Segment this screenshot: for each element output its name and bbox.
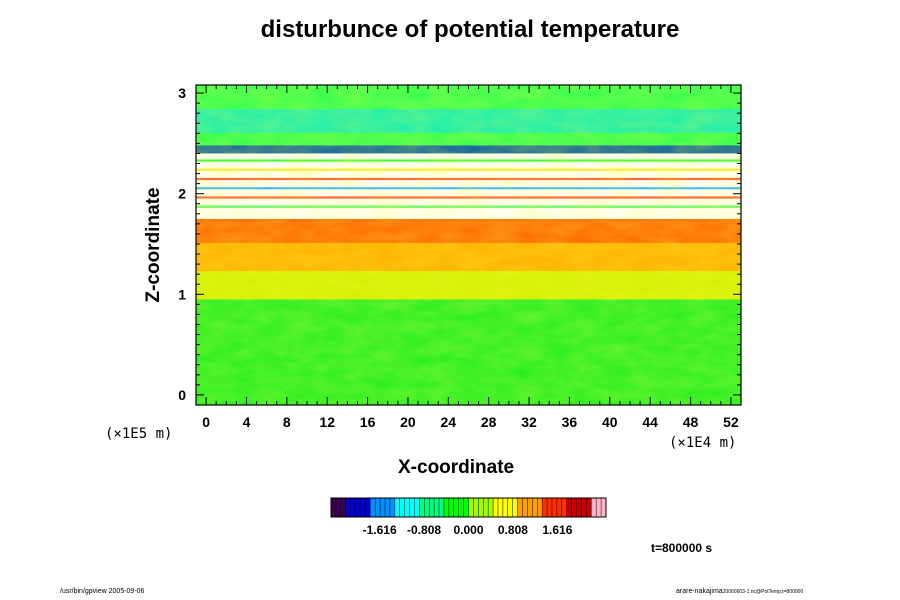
colorbar-segment xyxy=(453,498,460,517)
colorbar-segment xyxy=(537,498,543,517)
y-axis-label: Z-coordinate xyxy=(143,187,164,302)
colorbar-segment xyxy=(478,498,484,517)
colorbar-segment xyxy=(419,498,425,517)
colorbar-segment xyxy=(448,498,455,517)
colorbar-segment xyxy=(532,498,538,517)
colorbar-tick-label: 1.616 xyxy=(542,523,573,537)
colorbar-segment xyxy=(596,498,602,517)
x-tick-label: 12 xyxy=(319,414,335,430)
x-tick-label: 4 xyxy=(243,414,251,430)
colorbar-segment xyxy=(350,498,357,517)
colorbar-segment xyxy=(483,498,489,517)
colorbar-segment xyxy=(551,498,558,517)
colorbar-tick-label: 0.000 xyxy=(453,523,484,537)
colorbar-segment xyxy=(547,498,553,517)
x-tick-label: 32 xyxy=(521,414,537,430)
colorbar-segment xyxy=(399,498,406,517)
colorbar-segment xyxy=(517,498,524,517)
colorbar-segment xyxy=(443,498,450,517)
y-tick-label: 2 xyxy=(178,186,186,202)
heatmap-field xyxy=(196,85,741,405)
colorbar-tick-label: -1.616 xyxy=(362,523,397,537)
colorbar-segment xyxy=(527,498,533,517)
colorbar-segment xyxy=(522,498,528,517)
y-tick-label: 1 xyxy=(178,286,186,302)
colorbar-segment xyxy=(340,498,347,517)
colorbar-segment xyxy=(463,498,469,517)
footer-left: /usr/bin/gpview 2005-09-06 xyxy=(60,588,145,595)
colorbar-segment xyxy=(429,498,435,517)
colorbar-segment xyxy=(488,498,494,517)
colorbar-segment xyxy=(360,498,366,517)
colorbar-segment xyxy=(591,498,597,517)
colorbar-segment xyxy=(370,498,376,517)
x-tick-label: 36 xyxy=(562,414,578,430)
x-tick-label: 28 xyxy=(481,414,497,430)
colorbar-segment xyxy=(542,498,548,517)
x-axis-label: X-coordinate xyxy=(398,457,515,478)
colorbar-segment xyxy=(414,498,420,517)
x-tick-label: 24 xyxy=(441,414,457,430)
colorbar-segment xyxy=(571,498,578,517)
y-tick-label: 0 xyxy=(178,387,186,403)
colorbar-segment xyxy=(365,498,371,517)
colorbar-segment xyxy=(434,498,440,517)
chart-title: disturbunce of potential temperature xyxy=(260,16,680,43)
colorbar-segment xyxy=(566,498,573,517)
colorbar-segment xyxy=(380,498,386,517)
colorbar-segment xyxy=(385,498,391,517)
colorbar-segment xyxy=(355,498,361,517)
colorbar-segment xyxy=(335,498,342,517)
colorbar-segment xyxy=(345,498,352,517)
colorbar-segment xyxy=(331,498,337,517)
x-tick-label: 40 xyxy=(602,414,618,430)
colorbar-segment xyxy=(424,498,430,517)
turbulence-overlay xyxy=(196,85,741,405)
colorbar-segment xyxy=(394,498,401,517)
x-tick-label: 44 xyxy=(642,414,658,430)
footer-right: arare-nakajima20060603-1.nc@PotTemp,t=80… xyxy=(676,588,803,595)
x-tick-label: 16 xyxy=(360,414,376,430)
colorbar-segment xyxy=(497,498,504,517)
colorbar-segment xyxy=(473,498,479,517)
x-tick-label: 48 xyxy=(683,414,699,430)
colorbar-tick-label: -0.808 xyxy=(407,523,442,537)
colorbar-segment xyxy=(576,498,582,517)
colorbar-tick-label: 0.808 xyxy=(497,523,528,537)
x-unit-label: (×1E4 m) xyxy=(669,435,737,451)
colorbar-segment xyxy=(439,498,445,517)
colorbar xyxy=(330,497,607,518)
colorbar-segment xyxy=(468,498,474,517)
colorbar-segment xyxy=(601,498,607,517)
x-tick-label: 0 xyxy=(202,414,210,430)
colorbar-segment xyxy=(389,498,396,517)
colorbar-segment xyxy=(556,498,563,517)
colorbar-segment xyxy=(404,498,411,517)
colorbar-segment xyxy=(581,498,587,517)
footer-right-main: arare-nakajima xyxy=(676,588,723,595)
x-tick-label: 8 xyxy=(283,414,291,430)
colorbar-segment xyxy=(512,498,519,517)
colorbar-frame xyxy=(330,497,607,518)
y-tick-label: 3 xyxy=(178,85,186,101)
colorbar-segment xyxy=(507,498,514,517)
colorbar-segment xyxy=(502,498,509,517)
x-tick-label: 52 xyxy=(723,414,739,430)
colorbar-segment xyxy=(561,498,568,517)
footer-right-small: 20060603-1.nc@PotTemp,t=800000 xyxy=(722,589,804,595)
y-unit-label: (×1E5 m) xyxy=(105,426,173,442)
x-tick-label: 20 xyxy=(400,414,416,430)
colorbar-segment xyxy=(458,498,465,517)
colorbar-segment xyxy=(375,498,381,517)
time-annotation: t=800000 s xyxy=(651,541,713,555)
colorbar-segment xyxy=(409,498,415,517)
colorbar-segment xyxy=(586,498,592,517)
colorbar-segment xyxy=(493,498,499,517)
